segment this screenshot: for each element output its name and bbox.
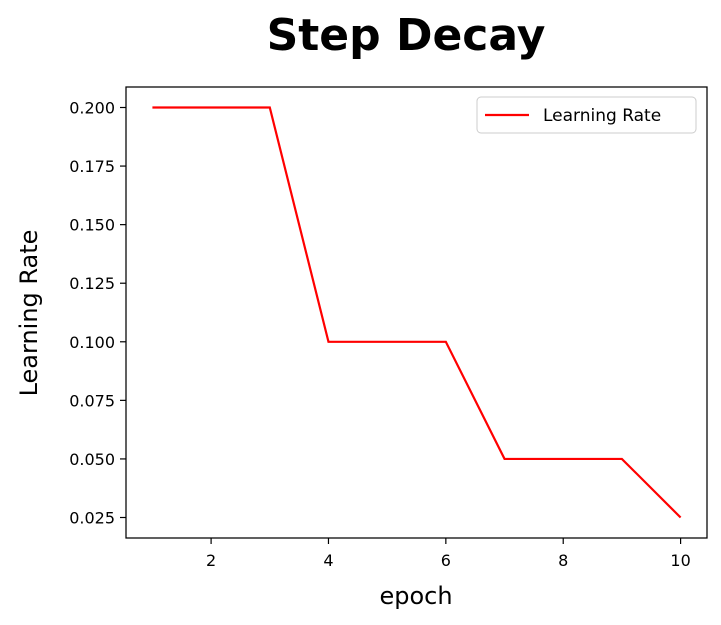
y-tick-label: 0.075 bbox=[69, 391, 115, 410]
legend-box bbox=[476, 96, 697, 134]
y-tick-label: 0.100 bbox=[69, 333, 115, 352]
plot-frame bbox=[125, 86, 708, 539]
y-tick-label: 0.150 bbox=[69, 216, 115, 235]
chart-title: Step Decay bbox=[267, 10, 546, 61]
y-tick-label: 0.125 bbox=[69, 274, 115, 293]
x-tick-label: 10 bbox=[670, 551, 690, 570]
x-tick-label: 8 bbox=[558, 551, 568, 570]
legend: Learning Rate bbox=[476, 96, 697, 134]
x-tick-label: 4 bbox=[323, 551, 333, 570]
y-tick-label: 0.175 bbox=[69, 157, 115, 176]
series-line-learning-rate bbox=[152, 106, 682, 519]
y-tick-label: 0.025 bbox=[69, 509, 115, 528]
y-tick-label: 0.050 bbox=[69, 450, 115, 469]
y-axis-label: Learning Rate bbox=[15, 230, 43, 397]
plot-area bbox=[126, 87, 707, 538]
x-axis-ticks: 2 4 6 8 10 bbox=[206, 538, 691, 570]
legend-label-learning-rate: Learning Rate bbox=[543, 106, 661, 126]
x-tick-label: 6 bbox=[441, 551, 451, 570]
x-axis-label: epoch bbox=[379, 582, 452, 610]
x-tick-label: 2 bbox=[206, 551, 216, 570]
y-tick-label: 0.200 bbox=[69, 99, 115, 118]
y-axis-ticks: 0.025 0.050 0.075 0.100 0.125 0.150 0.175 0.200 bbox=[69, 99, 126, 528]
